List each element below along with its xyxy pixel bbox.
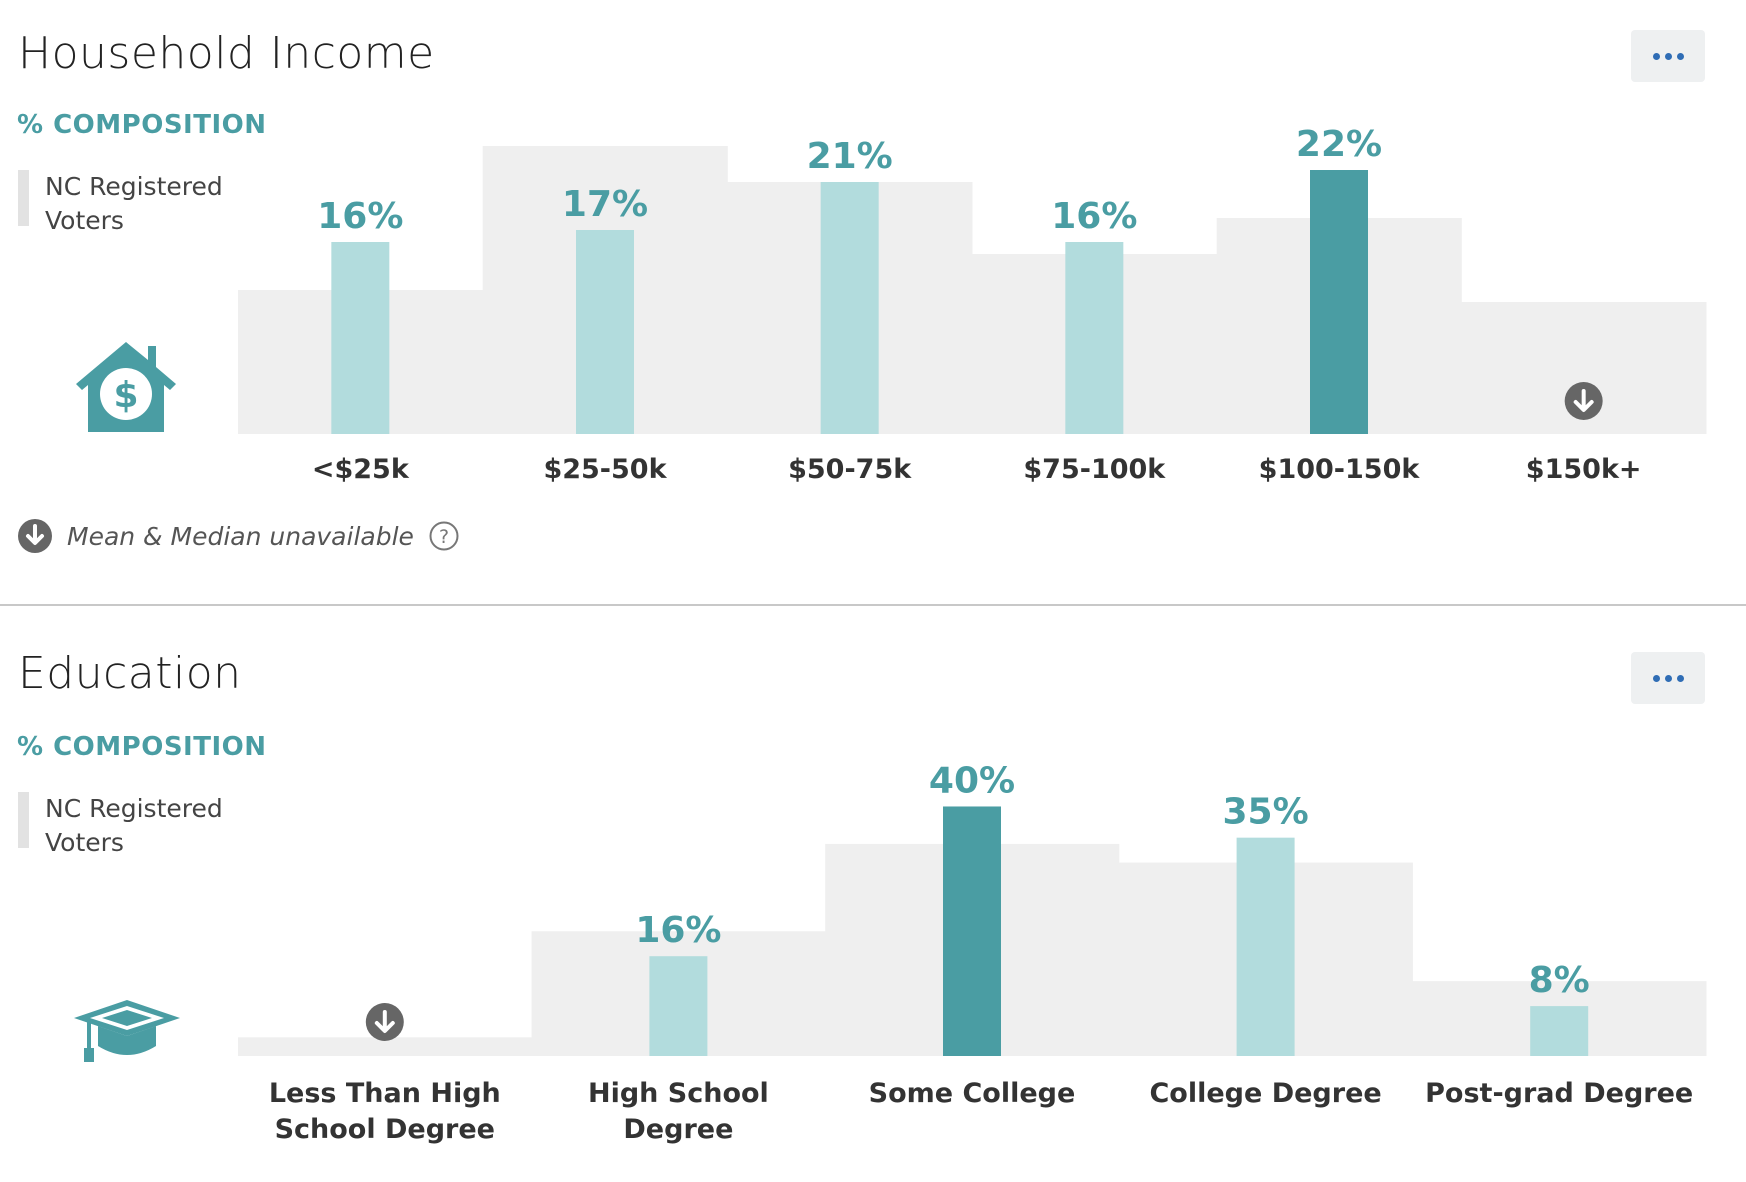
- legend-label: NC Registered Voters: [45, 794, 223, 857]
- section-divider: [0, 604, 1746, 606]
- bar[interactable]: [1236, 837, 1295, 1056]
- bar[interactable]: [1310, 170, 1368, 434]
- bar[interactable]: [1530, 1006, 1589, 1056]
- bar[interactable]: [820, 182, 879, 434]
- data-label: 16%: [1051, 196, 1137, 237]
- category-label: Post-grad Degree: [1425, 1078, 1693, 1109]
- education-more-button[interactable]: [1631, 652, 1705, 704]
- more-dot-icon: [1676, 674, 1684, 682]
- footnote-text: Mean & Median unavailable: [67, 521, 414, 551]
- category-label: $25-50k: [543, 454, 667, 485]
- bar[interactable]: [943, 806, 1001, 1056]
- data-label: 21%: [807, 136, 893, 177]
- category-label: $150k+: [1526, 454, 1642, 485]
- legend-swatch: [18, 792, 29, 848]
- bar[interactable]: [576, 230, 634, 434]
- down-arrow-circle-icon: [365, 1003, 404, 1041]
- income-footnote: Mean & Median unavailable ?: [17, 518, 460, 554]
- more-dot-icon: [1664, 674, 1672, 682]
- data-label: 16%: [635, 910, 721, 951]
- house-dollar-icon: $: [76, 342, 176, 432]
- more-dot-icon: [1676, 52, 1684, 60]
- down-arrow-circle-icon: [1564, 382, 1603, 420]
- data-label: 16%: [317, 196, 403, 237]
- category-label: High School Degree: [588, 1078, 769, 1145]
- baseline-area: [238, 1037, 533, 1056]
- category-label: $100-150k: [1259, 454, 1421, 485]
- education-subtitle: % COMPOSITION: [17, 732, 267, 762]
- income-subtitle: % COMPOSITION: [17, 110, 267, 140]
- bar[interactable]: [649, 956, 708, 1056]
- category-label: $75-100k: [1023, 454, 1166, 485]
- legend-swatch: [18, 170, 29, 226]
- income-chart: 16% <$25k 17% $25-50k 21% $50-75k 16% $75-100k 2…: [238, 124, 1707, 485]
- svg-text:$: $: [113, 375, 138, 416]
- income-more-button[interactable]: [1631, 30, 1705, 82]
- education-title: Education: [18, 648, 242, 699]
- bar[interactable]: [331, 242, 390, 434]
- help-icon[interactable]: ?: [428, 520, 460, 552]
- income-section: 16% <$25k 17% $25-50k 21% $50-75k 16% $75-100k 2…: [17, 28, 1707, 554]
- income-title: Household Income: [18, 28, 435, 79]
- more-dot-icon: [1652, 52, 1660, 60]
- education-chart: Less Than High School Degree 16% High Schoo…: [238, 760, 1707, 1145]
- more-dot-icon: [1664, 52, 1672, 60]
- svg-text:?: ?: [439, 526, 449, 548]
- more-dot-icon: [1652, 674, 1660, 682]
- legend-label: NC Registered Voters: [45, 172, 223, 235]
- down-arrow-circle-icon: [18, 519, 52, 553]
- data-label: 40%: [929, 760, 1015, 801]
- bar[interactable]: [1065, 242, 1124, 434]
- data-label: 17%: [562, 184, 648, 225]
- data-label: 35%: [1223, 792, 1309, 833]
- graduation-cap-icon: [74, 1000, 180, 1062]
- education-section: Less Than High School Degree 16% High Schoo…: [0, 604, 1746, 1182]
- category-label: $50-75k: [788, 454, 912, 485]
- category-label: Some College: [869, 1078, 1076, 1109]
- category-label: College Degree: [1149, 1078, 1381, 1109]
- category-label: <$25k: [312, 454, 410, 485]
- data-label: 22%: [1296, 124, 1382, 165]
- category-label: Less Than High School Degree: [269, 1078, 501, 1145]
- data-label: 8%: [1529, 960, 1590, 1001]
